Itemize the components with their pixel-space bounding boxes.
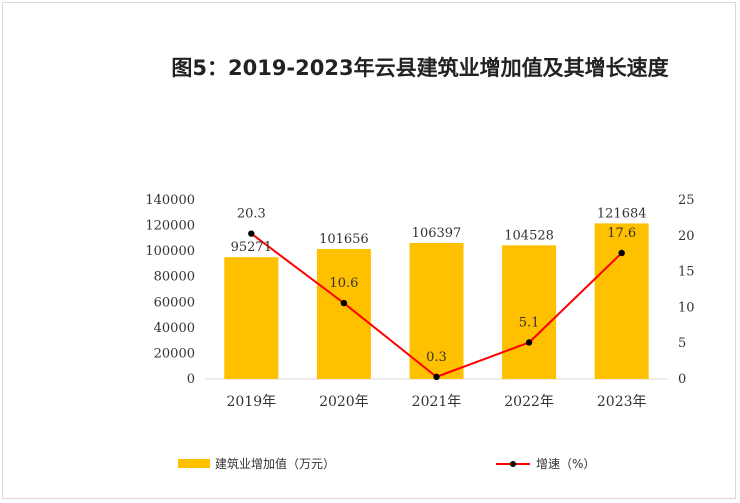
y-left-tick-label: 60000 [154, 295, 195, 310]
y-right-tick-label: 10 [678, 300, 695, 315]
x-tick-label: 2021年 [412, 394, 462, 410]
line-point [433, 373, 440, 381]
x-tick-label: 2019年 [226, 394, 276, 410]
bar-value-label: 106397 [412, 226, 462, 241]
x-tick-label: 2022年 [504, 394, 554, 410]
line-value-label: 10.6 [329, 276, 358, 291]
legend-label-line: 增速（%） [536, 457, 595, 471]
y-left-tick-label: 40000 [154, 321, 195, 336]
y-right-tick-label: 0 [678, 372, 686, 387]
bar [224, 257, 279, 379]
bar [594, 223, 649, 379]
line-point [340, 299, 348, 307]
legend-swatch-marker [510, 461, 516, 467]
x-tick-label: 2020年 [319, 394, 369, 410]
y-left-tick-label: 120000 [145, 219, 195, 234]
bar-value-label: 121684 [597, 206, 647, 221]
y-right-tick-label: 5 [678, 336, 686, 351]
bar-value-label: 101656 [319, 232, 369, 247]
y-right-tick-label: 25 [678, 193, 695, 208]
y-right-tick-label: 15 [678, 265, 695, 280]
y-left-tick-label: 20000 [154, 346, 195, 361]
y-left-tick-label: 0 [187, 372, 195, 387]
line-point [248, 230, 255, 237]
bar [316, 249, 371, 379]
line-value-label: 17.6 [607, 226, 636, 241]
bar-series [224, 223, 649, 379]
bar [502, 245, 557, 379]
y-left-tick-label: 140000 [145, 193, 195, 208]
legend-label-bar: 建筑业增加值（万元） [215, 456, 335, 471]
line-point [525, 339, 533, 346]
bar-value-label: 104528 [504, 228, 554, 243]
line-value-label: 20.3 [237, 207, 266, 222]
line-value-label: 0.3 [426, 350, 447, 365]
line-data-labels: 20.3 10.6 0.3 5.1 17.6 [237, 207, 636, 365]
x-axis: 2019年 2020年 2021年 2022年 2023年 [226, 394, 646, 410]
legend-swatch-bar [178, 459, 210, 468]
line-series [248, 230, 625, 381]
line-point [618, 249, 625, 257]
y-left-tick-label: 80000 [154, 270, 195, 285]
x-tick-label: 2023年 [597, 394, 647, 410]
y-right-tick-label: 20 [678, 229, 695, 244]
y-left-axis: 0 20000 40000 60000 80000 100000 120000 140000 [145, 193, 195, 387]
y-right-axis: 0 5 10 15 20 25 [678, 193, 695, 387]
chart-title: 图5：2019-2023年云县建筑业增加值及其增长速度 [171, 56, 669, 80]
bar [409, 242, 464, 379]
y-left-tick-label: 100000 [145, 244, 195, 259]
legend: 建筑业增加值（万元） 增速（%） [178, 456, 595, 471]
line-value-label: 5.1 [519, 315, 540, 330]
bar-data-labels: 95271 101656 106397 104528 121684 [231, 206, 647, 255]
bar-value-label: 95271 [231, 240, 272, 255]
